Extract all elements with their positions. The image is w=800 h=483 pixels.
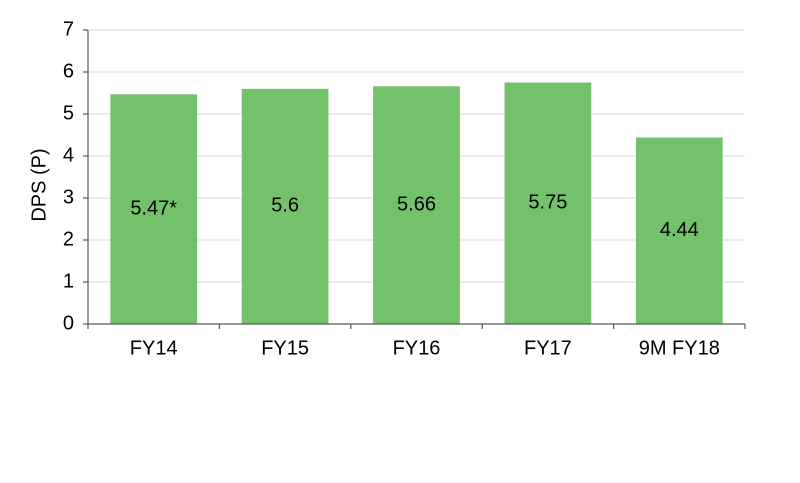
- y-tick-label: 5: [63, 102, 74, 124]
- y-tick-label: 6: [63, 60, 74, 82]
- bar: [504, 82, 592, 324]
- y-axis-label: DPS (P): [28, 148, 50, 221]
- data-label: 5.75: [528, 192, 567, 214]
- bar: [110, 94, 198, 324]
- bar: [373, 86, 460, 324]
- y-tick-label: 1: [63, 270, 74, 292]
- y-tick-label: 2: [63, 228, 74, 250]
- bar: [635, 137, 723, 324]
- x-tick-label: FY14: [130, 337, 178, 359]
- x-tick-label: FY15: [261, 337, 309, 359]
- x-tick-label: FY16: [393, 337, 441, 359]
- bar: [241, 88, 329, 324]
- data-label: 4.44: [660, 219, 699, 241]
- y-tick-label: 0: [63, 312, 74, 334]
- y-tick-label: 3: [63, 186, 74, 208]
- x-tick-label: 9M FY18: [639, 337, 720, 359]
- data-label: 5.66: [397, 193, 436, 215]
- y-tick-label: 7: [63, 18, 74, 40]
- data-label: 5.47*: [130, 197, 177, 219]
- y-tick-label: 4: [63, 144, 74, 166]
- x-tick-label: FY17: [524, 337, 572, 359]
- data-label: 5.6: [271, 195, 299, 217]
